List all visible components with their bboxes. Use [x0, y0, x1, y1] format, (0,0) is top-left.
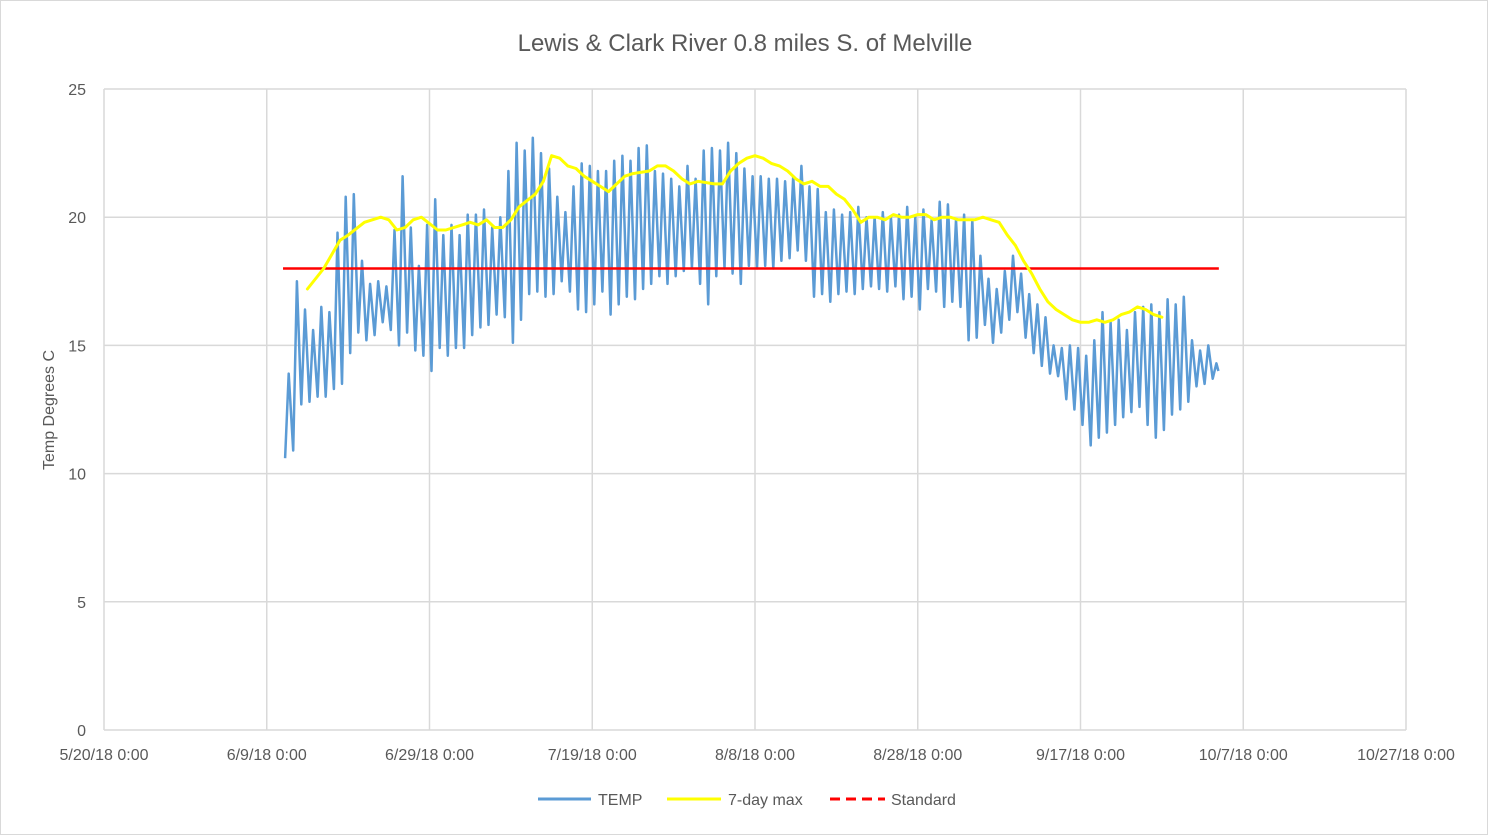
y-tick-label: 5: [77, 595, 86, 612]
y-tick-label: 15: [68, 338, 86, 355]
x-tick-label: 10/7/18 0:00: [1199, 747, 1288, 764]
y-tick-label: 25: [68, 82, 86, 99]
legend-label: TEMP: [598, 792, 642, 809]
gridlines: [103, 88, 1407, 731]
x-tick-label: 6/29/18 0:00: [385, 747, 474, 764]
legend-label: 7-day max: [728, 792, 803, 809]
x-tick-labels: 5/20/18 0:00 6/9/18 0:00 6/29/18 0:00 7/19/…: [60, 747, 1456, 764]
x-tick-label: 8/28/18 0:00: [873, 747, 962, 764]
x-tick-label: 10/27/18 0:00: [1357, 747, 1455, 764]
x-tick-label: 9/17/18 0:00: [1036, 747, 1125, 764]
y-tick-label: 10: [68, 467, 86, 484]
plot-area: [283, 136, 1220, 459]
y-axis-label: Temp Degrees C: [41, 350, 58, 470]
x-tick-label: 8/8/18 0:00: [715, 747, 795, 764]
chart-title: Lewis & Clark River 0.8 miles S. of Melv…: [518, 30, 973, 57]
y-tick-label: 20: [68, 210, 86, 227]
y-tick-label: 0: [77, 723, 86, 740]
series-temp-line: [283, 136, 1220, 459]
x-tick-label: 7/19/18 0:00: [548, 747, 637, 764]
y-tick-labels: 0 5 10 15 20 25: [68, 82, 86, 740]
legend: TEMP 7-day max Standard: [538, 792, 956, 809]
x-tick-label: 5/20/18 0:00: [60, 747, 149, 764]
legend-label: Standard: [891, 792, 956, 809]
series-7-day-max-line: [305, 154, 1164, 324]
x-tick-label: 6/9/18 0:00: [227, 747, 307, 764]
